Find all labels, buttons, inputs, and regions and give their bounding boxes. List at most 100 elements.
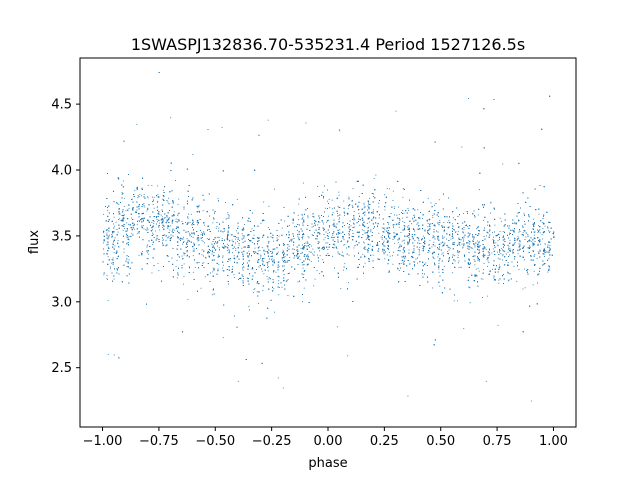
data-point	[152, 232, 153, 234]
data-point	[467, 247, 469, 249]
data-point	[107, 209, 109, 211]
data-point	[384, 194, 386, 196]
data-point	[114, 245, 116, 247]
data-point	[482, 273, 484, 274]
data-point	[289, 260, 290, 261]
data-point	[287, 295, 289, 296]
data-point	[262, 260, 264, 262]
data-point	[538, 225, 539, 227]
data-point	[106, 275, 108, 276]
data-point	[528, 215, 530, 217]
data-point	[258, 291, 259, 293]
data-point	[533, 270, 535, 272]
data-point	[142, 251, 143, 253]
data-point	[547, 227, 549, 229]
data-point	[502, 255, 504, 257]
data-point	[123, 228, 125, 229]
data-point	[473, 259, 475, 260]
data-point	[201, 239, 203, 241]
data-point	[368, 258, 370, 260]
data-point	[394, 242, 396, 244]
data-point	[502, 254, 504, 255]
data-point	[278, 287, 280, 288]
data-point	[507, 262, 509, 263]
data-point	[393, 206, 395, 208]
data-point	[308, 251, 310, 253]
data-point	[271, 259, 272, 261]
data-point	[254, 288, 256, 290]
data-point	[474, 255, 476, 257]
data-point	[428, 244, 430, 246]
data-point	[273, 240, 275, 242]
data-point	[143, 203, 145, 204]
data-point	[546, 251, 548, 253]
data-point	[509, 232, 510, 234]
data-point	[189, 234, 190, 236]
data-point	[499, 231, 501, 232]
data-point	[106, 252, 108, 254]
data-point	[370, 231, 372, 233]
data-point	[278, 283, 279, 285]
data-point	[226, 250, 228, 252]
data-point	[267, 252, 269, 254]
data-point	[147, 258, 149, 260]
data-point	[486, 235, 487, 237]
data-point	[222, 270, 224, 271]
data-point	[226, 217, 228, 219]
data-point	[344, 225, 345, 226]
data-point	[113, 252, 115, 254]
data-point	[522, 225, 523, 227]
data-point	[298, 219, 300, 221]
data-point	[148, 253, 150, 255]
data-point	[522, 226, 524, 228]
data-point	[274, 311, 275, 313]
data-point	[175, 266, 177, 267]
data-point	[381, 238, 383, 240]
data-point	[263, 201, 265, 203]
data-point	[487, 295, 489, 297]
data-point	[423, 246, 424, 248]
data-point	[454, 243, 455, 245]
data-point	[272, 234, 273, 236]
data-point	[384, 209, 386, 211]
data-point	[163, 239, 164, 241]
data-point	[431, 246, 433, 248]
data-point	[298, 253, 299, 255]
data-point	[427, 220, 428, 222]
data-point	[497, 257, 499, 259]
data-point	[367, 250, 369, 252]
data-point	[438, 262, 440, 264]
data-point	[381, 227, 383, 229]
data-point	[133, 228, 135, 230]
data-point	[317, 224, 319, 226]
data-point	[389, 255, 391, 257]
data-point	[533, 244, 534, 246]
data-point	[424, 238, 425, 239]
data-point	[263, 257, 265, 259]
data-point	[438, 222, 440, 224]
data-point	[216, 242, 218, 243]
data-point	[302, 264, 304, 266]
data-point	[438, 271, 440, 273]
data-point	[402, 188, 404, 189]
data-point	[311, 234, 313, 236]
data-point	[223, 264, 224, 266]
data-point	[532, 245, 534, 247]
data-point	[133, 222, 135, 224]
data-point	[412, 252, 413, 254]
data-point	[134, 190, 136, 191]
data-point	[382, 234, 384, 236]
data-point	[198, 212, 200, 213]
data-point	[202, 210, 204, 212]
data-point	[107, 246, 109, 248]
data-point	[233, 277, 235, 278]
data-point	[297, 281, 299, 283]
data-point	[177, 213, 179, 215]
data-point	[123, 213, 125, 215]
data-point	[271, 250, 273, 252]
data-point	[323, 230, 324, 231]
data-point	[393, 251, 394, 253]
data-point	[156, 221, 158, 223]
data-point	[162, 240, 164, 242]
data-point	[202, 240, 204, 242]
